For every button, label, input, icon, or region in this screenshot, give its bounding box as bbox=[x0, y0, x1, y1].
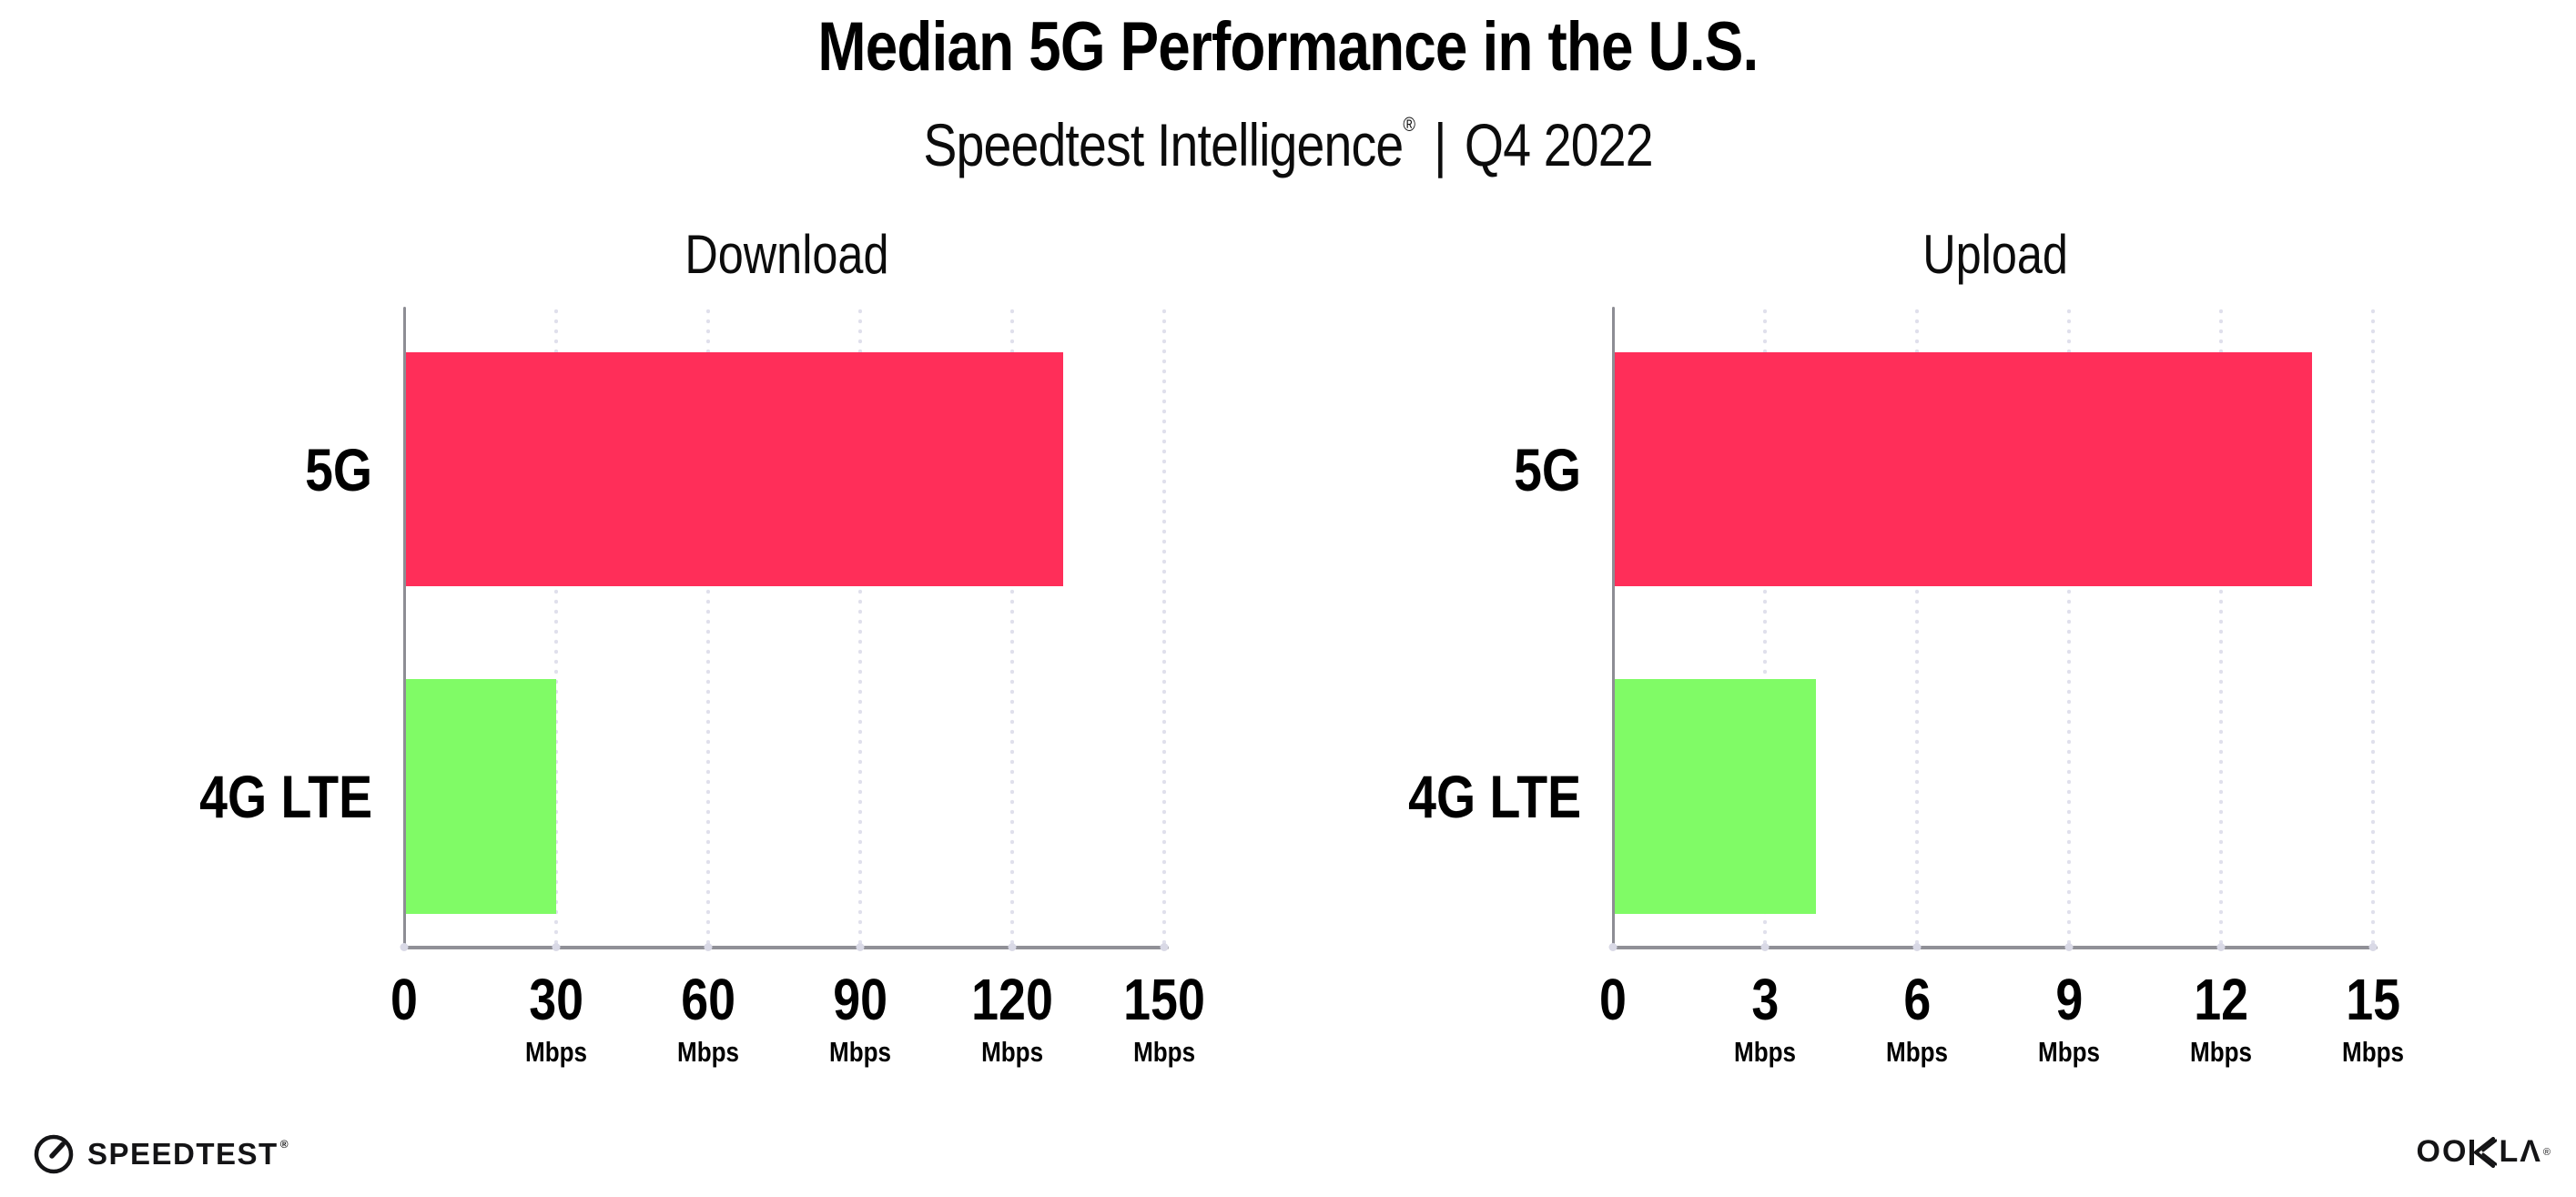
x-tick-unit: Mbps bbox=[829, 1036, 891, 1068]
x-tick-unit: Mbps bbox=[2190, 1036, 2252, 1068]
x-tick-3: 3 Mbps bbox=[1729, 968, 1802, 1068]
gridline-12 bbox=[2219, 307, 2223, 948]
download-x-axis bbox=[402, 946, 1169, 949]
speedtest-registered-mark: ® bbox=[279, 1138, 290, 1151]
x-tick-unit: Mbps bbox=[1734, 1036, 1796, 1068]
category-label-5g: 5G bbox=[305, 435, 372, 503]
category-label-5g: 5G bbox=[1514, 435, 1581, 503]
x-tick-60: 60 Mbps bbox=[672, 968, 745, 1068]
ookla-wordmark-right: LΛ bbox=[2499, 1134, 2542, 1169]
page-subtitle: Speedtest Intelligence® | Q4 2022 bbox=[0, 86, 2576, 184]
ookla-wordmark-left: OO bbox=[2416, 1134, 2469, 1169]
page-title: Median 5G Performance in the U.S. bbox=[0, 9, 2576, 86]
x-tick-30: 30 Mbps bbox=[520, 968, 593, 1068]
ookla-registered-mark: ® bbox=[2542, 1146, 2551, 1158]
bar-5g bbox=[404, 352, 1063, 586]
axis-tick-dot-0 bbox=[400, 943, 409, 951]
axis-tick-dot-6 bbox=[1912, 943, 1922, 951]
axis-tick-dot-120 bbox=[1008, 943, 1017, 951]
download-chart: Download 5G 4G LTE 0 30 Mbps 60 Mbps 90 Mbps 120… bbox=[199, 224, 1205, 1068]
gridline-9 bbox=[2067, 307, 2071, 948]
chart-header: Median 5G Performance in the U.S. Speedt… bbox=[0, 9, 2576, 184]
bar-4g-lte bbox=[1613, 679, 1816, 914]
axis-tick-dot-30 bbox=[552, 943, 561, 951]
speedtest-gauge-icon bbox=[34, 1134, 74, 1174]
axis-tick-dot-60 bbox=[704, 943, 713, 951]
gridline-6 bbox=[1915, 307, 1919, 948]
axis-tick-dot-150 bbox=[1160, 943, 1169, 951]
axis-tick-dot-15 bbox=[2368, 943, 2378, 951]
ookla-k-icon bbox=[2470, 1136, 2498, 1168]
x-tick-120: 120 Mbps bbox=[964, 968, 1061, 1068]
axis-tick-dot-3 bbox=[1760, 943, 1770, 951]
x-tick-12: 12 Mbps bbox=[2185, 968, 2258, 1068]
x-tick-6: 6 Mbps bbox=[1881, 968, 1954, 1068]
subtitle-divider: | bbox=[1434, 111, 1446, 178]
bar-5g bbox=[1613, 352, 2313, 586]
gridline-120 bbox=[1010, 307, 1014, 948]
x-tick-150: 150 Mbps bbox=[1116, 968, 1213, 1068]
upload-y-axis bbox=[1612, 307, 1615, 948]
x-tick-15: 15 Mbps bbox=[2337, 968, 2410, 1068]
gridline-15 bbox=[2371, 307, 2375, 948]
subtitle-period: Q4 2022 bbox=[1464, 111, 1654, 178]
upload-x-axis bbox=[1611, 946, 2378, 949]
speedtest-logo: SPEEDTEST ® bbox=[33, 1133, 289, 1175]
upload-chart-title: Upload bbox=[1922, 224, 2068, 285]
x-tick-unit: Mbps bbox=[1133, 1036, 1195, 1068]
x-tick-0: 0 bbox=[1599, 967, 1627, 1032]
axis-tick-dot-0 bbox=[1608, 943, 1618, 951]
x-tick-unit: Mbps bbox=[677, 1036, 739, 1068]
gridline-150 bbox=[1162, 307, 1166, 948]
bar-4g-lte bbox=[404, 679, 556, 914]
x-tick-unit: Mbps bbox=[981, 1036, 1043, 1068]
upload-x-tick-labels: 0 3 Mbps 6 Mbps 9 Mbps 12 Mbps 15 Mbps bbox=[1599, 968, 2404, 1086]
x-tick-90: 90 Mbps bbox=[824, 968, 898, 1068]
gridline-30 bbox=[554, 307, 558, 948]
download-y-axis bbox=[403, 307, 406, 948]
upload-chart: Upload 5G 4G LTE 0 3 Mbps 6 Mbps 9 Mbps 12 Mbps 15… bbox=[1408, 224, 2404, 1068]
category-label-4g-lte: 4G LTE bbox=[1408, 763, 1581, 830]
x-tick-unit: Mbps bbox=[525, 1036, 587, 1068]
download-chart-title: Download bbox=[684, 224, 889, 285]
download-x-tick-labels: 0 30 Mbps 60 Mbps 90 Mbps 120 Mbps 150 Mbps bbox=[390, 968, 1205, 1086]
gridline-3 bbox=[1763, 307, 1767, 948]
axis-tick-dot-12 bbox=[2216, 943, 2226, 951]
registered-mark: ® bbox=[1403, 113, 1415, 136]
page-subtitle-text: Speedtest Intelligence® | Q4 2022 bbox=[923, 86, 1654, 184]
download-plot-area bbox=[400, 307, 1169, 951]
subtitle-brand: Speedtest Intelligence bbox=[923, 111, 1404, 178]
category-label-4g-lte: 4G LTE bbox=[199, 763, 372, 830]
gridline-60 bbox=[706, 307, 710, 948]
ookla-logo: OO LΛ ® bbox=[2417, 1134, 2551, 1170]
speedtest-wordmark: SPEEDTEST ® bbox=[87, 1137, 290, 1171]
page-title-text: Median 5G Performance in the U.S. bbox=[817, 8, 1759, 86]
axis-tick-dot-9 bbox=[2064, 943, 2074, 951]
upload-plot-area bbox=[1608, 307, 2378, 951]
axis-tick-dot-90 bbox=[856, 943, 865, 951]
x-tick-9: 9 Mbps bbox=[2033, 968, 2106, 1068]
x-tick-unit: Mbps bbox=[1886, 1036, 1948, 1068]
x-tick-unit: Mbps bbox=[2342, 1036, 2404, 1068]
x-tick-unit: Mbps bbox=[2038, 1036, 2100, 1068]
gridline-90 bbox=[858, 307, 862, 948]
x-tick-0: 0 bbox=[390, 967, 418, 1032]
